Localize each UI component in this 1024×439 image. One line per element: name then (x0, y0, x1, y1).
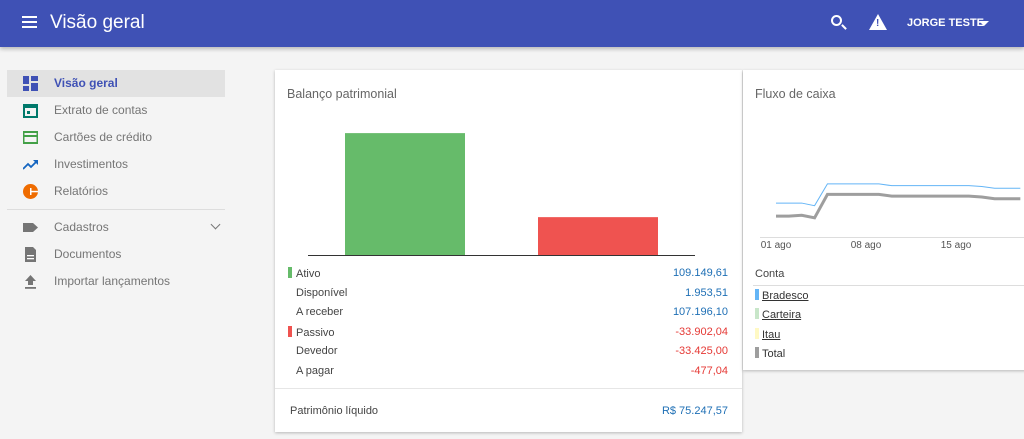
bar-passivo (538, 217, 658, 255)
caret-down-icon[interactable] (979, 21, 989, 26)
app-header: Visão geral ! JORGE TESTE (0, 0, 1024, 47)
legend-header: Conta (755, 268, 785, 280)
legend-label: Itau (762, 328, 781, 341)
balance-row: Passivo -33.902,04 (288, 325, 728, 345)
page-title: Visão geral (50, 12, 145, 33)
search-icon[interactable] (831, 15, 842, 26)
sidebar-item-label: Relatórios (54, 184, 109, 198)
row-label: Ativo (296, 268, 321, 280)
legend-item-bradesco[interactable]: Bradesco (755, 289, 808, 302)
balance-row: Disponível 1.953,51 (288, 287, 728, 306)
sidebar-item-importar[interactable]: Importar lançamentos (7, 268, 225, 295)
x-tick-label: 15 ago (941, 240, 972, 251)
sidebar-item-extrato[interactable]: Extrato de contas (7, 97, 225, 124)
series-line-bradesco (776, 183, 1021, 207)
balanco-chart (308, 133, 695, 256)
sidebar-item-cadastros[interactable]: Cadastros (7, 214, 225, 241)
bar-ativo (345, 133, 465, 255)
row-label: A receber (296, 306, 344, 318)
legend-swatch (755, 327, 759, 339)
menu-icon[interactable] (22, 16, 37, 28)
x-tick-label: 08 ago (851, 240, 882, 251)
legend-label: Bradesco (762, 290, 809, 302)
sidebar-item-label: Investimentos (54, 157, 129, 171)
legend-label: Total (762, 347, 786, 360)
fluxo-chart: 01 ago 08 ago 15 ago (760, 183, 1024, 251)
dashboard-icon (23, 76, 38, 91)
balance-row: Devedor -33.425,00 (288, 345, 728, 364)
legend-swatch (288, 267, 292, 278)
trending-up-icon (23, 160, 38, 170)
balanco-card: Balanço patrimonial Ativo 109.149,61 Dispo… (275, 70, 742, 432)
patrimonio-liquido-row: Patrimônio líquido R$ 75.247,57 (288, 405, 728, 424)
row-label: A pagar (296, 364, 334, 377)
balance-row: Ativo 109.149,61 (288, 267, 728, 286)
fluxo-card: Fluxo de caixa 01 ago 08 ago 15 ago Conta … (743, 70, 1024, 370)
pie-chart-icon (23, 184, 38, 199)
user-menu[interactable]: JORGE TESTE (907, 17, 985, 29)
sidebar-item-cartoes[interactable]: Cartões de crédito (7, 124, 225, 151)
row-value: -477,04 (690, 364, 728, 377)
card-title: Fluxo de caixa (755, 87, 836, 101)
balance-row: A pagar -477,04 (288, 365, 728, 384)
patrimonio-value: R$ 75.247,57 (661, 405, 728, 417)
patrimonio-label: Patrimônio líquido (290, 405, 379, 417)
sidebar-item-documentos[interactable]: Documentos (7, 241, 225, 268)
document-icon (25, 247, 36, 262)
legend-label: Carteira (762, 309, 802, 322)
sidebar-item-relatorios[interactable]: Relatórios (7, 178, 225, 205)
divider (275, 388, 742, 389)
sidebar-item-investimentos[interactable]: Investimentos (7, 151, 225, 178)
legend-item-itau[interactable]: Itau (755, 327, 781, 341)
warning-icon[interactable]: ! (869, 14, 887, 30)
row-label: Disponível (296, 286, 348, 299)
sidebar-item-visao-geral[interactable]: Visão geral (7, 70, 225, 97)
row-value: -33.425,00 (675, 345, 728, 357)
legend-swatch (288, 325, 292, 337)
legend-swatch (755, 346, 759, 358)
calendar-icon (23, 104, 38, 118)
legend-swatch (755, 289, 759, 300)
row-value: -33.902,04 (675, 325, 728, 338)
row-value: 109.149,61 (672, 267, 728, 279)
sidebar-item-label: Importar lançamentos (54, 274, 171, 288)
balance-row: A receber 107.196,10 (288, 306, 728, 325)
card-title: Balanço patrimonial (287, 87, 397, 101)
sidebar-item-label: Cadastros (54, 220, 109, 234)
row-value: 107.196,10 (672, 306, 728, 318)
sidebar-item-label: Extrato de contas (54, 103, 148, 117)
sidebar-divider (7, 209, 225, 210)
series-line-total (776, 192, 1021, 220)
row-label: Passivo (296, 326, 335, 339)
chevron-down-icon[interactable] (210, 219, 221, 230)
x-tick-label: 01 ago (761, 240, 792, 251)
label-icon (23, 223, 38, 232)
legend-item-carteira[interactable]: Carteira (755, 308, 801, 321)
sidebar-item-label: Cartões de crédito (54, 130, 153, 144)
sidebar: Visão geral Extrato de contas Cartões de… (7, 70, 225, 295)
sidebar-item-label: Documentos (54, 247, 122, 261)
legend-item-total[interactable]: Total (755, 346, 786, 360)
upload-icon (25, 275, 36, 289)
row-value: 1.953,51 (685, 286, 728, 299)
sidebar-item-label: Visão geral (54, 76, 118, 90)
credit-card-icon (23, 131, 38, 144)
legend-swatch (755, 308, 759, 320)
row-label: Devedor (296, 345, 338, 357)
divider (753, 285, 1024, 286)
